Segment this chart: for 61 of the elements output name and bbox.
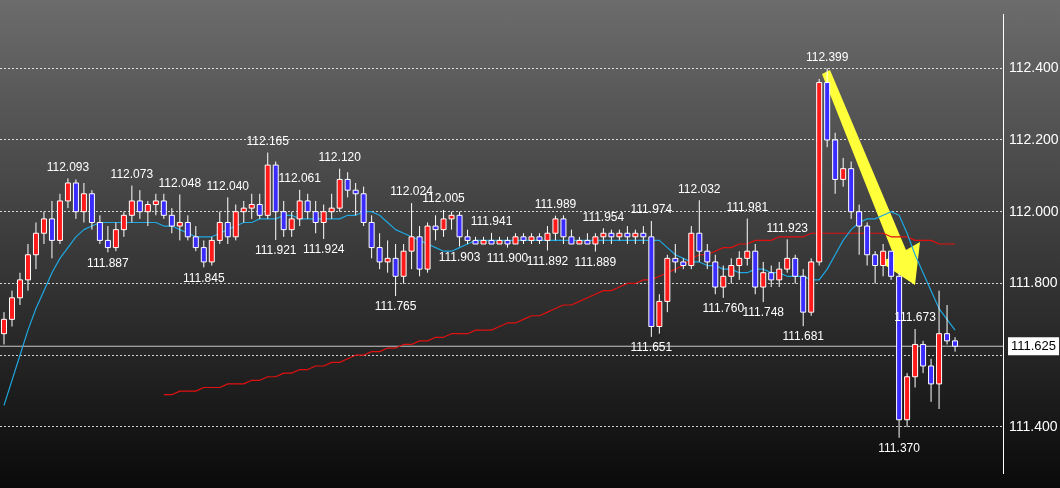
candlestick <box>720 265 727 299</box>
annotation: 111.651 <box>630 340 673 355</box>
ref-line-label: 111.625 <box>1011 337 1057 353</box>
candlestick <box>64 177 71 209</box>
y-tick-label: 111.400 <box>1009 417 1058 434</box>
annotation: 111.887 <box>87 255 130 270</box>
candlestick <box>288 211 295 238</box>
annotation: 111.989 <box>534 196 577 211</box>
candlestick <box>96 214 103 245</box>
annotation: 111.924 <box>302 242 345 257</box>
annotation: 112.399 <box>805 49 849 64</box>
annotation: 111.954 <box>582 209 625 224</box>
annotation: 112.120 <box>318 149 362 164</box>
annotation: 112.165 <box>246 133 290 148</box>
candlestick <box>104 225 111 253</box>
annotation: 111.921 <box>254 243 297 258</box>
annotation: 112.048 <box>158 175 202 190</box>
annotation: 111.941 <box>470 214 513 229</box>
annotation: 111.981 <box>726 199 769 214</box>
candlestick <box>760 261 767 303</box>
annotation: 112.032 <box>678 181 721 196</box>
candlestick <box>216 211 223 245</box>
candlestick <box>928 358 935 403</box>
annotation: 112.061 <box>278 171 322 186</box>
annotation: 111.765 <box>374 299 417 314</box>
y-tick-label: 112.400 <box>1009 59 1059 76</box>
annotation: 112.093 <box>46 159 90 174</box>
candlestick <box>880 243 887 277</box>
candlestick <box>840 157 847 188</box>
y-tick-label: 111.800 <box>1009 274 1058 291</box>
candlestick <box>872 250 879 284</box>
annotation: 111.845 <box>182 270 225 285</box>
candlestick <box>672 243 679 274</box>
candlestick <box>952 336 959 353</box>
candlestick <box>112 221 119 252</box>
candlestick <box>744 218 751 267</box>
candlestick <box>728 257 735 284</box>
candlestick <box>920 340 927 374</box>
candlestick <box>32 221 39 270</box>
y-tick-label: 112.000 <box>1009 202 1059 219</box>
annotation: 111.974 <box>630 202 673 217</box>
annotation: 112.040 <box>206 178 250 193</box>
candlestick <box>8 290 15 328</box>
candlestick <box>200 239 207 268</box>
candlestick <box>784 238 791 274</box>
annotation: 112.073 <box>110 166 154 181</box>
annotation: 111.889 <box>574 254 617 269</box>
candlestick <box>792 254 799 284</box>
candlestick <box>192 225 199 252</box>
candlestick <box>208 236 215 267</box>
annotation: 111.923 <box>766 220 809 235</box>
annotation: 111.681 <box>782 329 825 344</box>
candlestick <box>736 250 743 281</box>
candlestick <box>184 214 191 241</box>
annotation: 111.903 <box>438 249 481 264</box>
candlestick <box>704 243 711 270</box>
annotation: 111.370 <box>878 441 921 456</box>
candlestick <box>1 311 7 345</box>
candlestick <box>944 304 951 345</box>
candlestick <box>856 204 863 256</box>
y-tick-label: 112.200 <box>1009 130 1059 147</box>
